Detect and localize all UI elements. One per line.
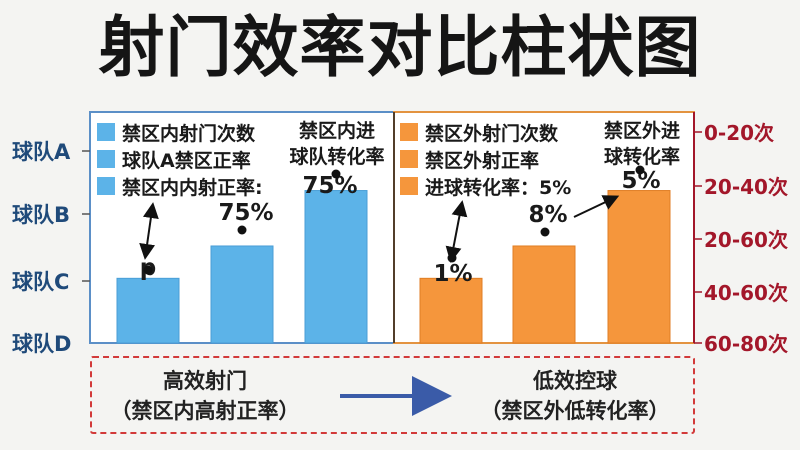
flow-right-subtitle: （禁区外低转化率） <box>480 399 670 423</box>
flow-box <box>90 356 695 434</box>
legend-swatch <box>400 123 418 141</box>
legend-label: 禁区内内射正率: <box>122 176 263 199</box>
annotation-top-line1: 禁区内进 <box>299 119 375 142</box>
flow-left-subtitle: （禁区内高射正率） <box>110 399 300 423</box>
bar-outside <box>607 190 671 344</box>
annotation-top-line1: 禁区外进 <box>604 119 680 142</box>
data-point <box>237 225 247 235</box>
bar-outside <box>512 245 576 344</box>
y-left-tick: 球队D <box>12 332 71 356</box>
legend-label: 球队A禁区正率 <box>122 149 251 172</box>
flow-right-text: 低效控球 （禁区外低转化率） <box>460 366 690 426</box>
bar-inside <box>304 190 368 344</box>
y-left-tick: 球队B <box>12 203 70 227</box>
data-label: 75% <box>218 200 273 226</box>
bar-inside <box>116 277 180 344</box>
legend-swatch <box>97 150 115 168</box>
legend-label: 进球转化率：5% <box>425 176 571 199</box>
y-left-tick: 球队C <box>12 270 69 294</box>
legend-swatch <box>97 123 115 141</box>
y-right-tick: 20-60次 <box>704 228 788 252</box>
chart-title: 射门效率对比柱状图 <box>98 9 702 86</box>
y-right-tick: 20-40次 <box>704 175 788 199</box>
y-right-tick: 60-80次 <box>704 332 788 356</box>
annotation-top-line2: 球转化率 <box>604 145 680 168</box>
legend-label: 禁区内射门次数 <box>122 122 256 145</box>
data-label: 8% <box>528 202 567 228</box>
legend-swatch <box>400 177 418 195</box>
legend-label: 禁区外射正率 <box>425 149 539 172</box>
data-point <box>143 265 153 275</box>
bar-inside <box>210 245 274 344</box>
legend-label: 禁区外射门次数 <box>425 122 559 145</box>
annotation-arrow <box>139 202 159 260</box>
flow-left-title: 高效射门 <box>163 369 247 393</box>
flow-right-title: 低效控球 <box>533 369 617 393</box>
y-right-tick: 0-20次 <box>704 121 774 145</box>
bar-outside <box>419 277 483 344</box>
legend-swatch <box>400 150 418 168</box>
data-label: 1% <box>433 261 472 287</box>
y-right-tick: 40-60次 <box>704 281 788 305</box>
annotation-top-line2: 球队转化率 <box>289 145 384 168</box>
y-left-tick: 球队A <box>12 140 71 164</box>
data-point <box>635 165 645 175</box>
annotation-arrow <box>573 195 620 218</box>
data-point <box>540 227 550 237</box>
flow-left-text: 高效射门 （禁区内高射正率） <box>100 366 310 426</box>
annotation-arrow <box>445 200 468 263</box>
data-point <box>331 169 341 179</box>
legend-swatch <box>97 177 115 195</box>
data-label: 75% <box>302 173 357 199</box>
